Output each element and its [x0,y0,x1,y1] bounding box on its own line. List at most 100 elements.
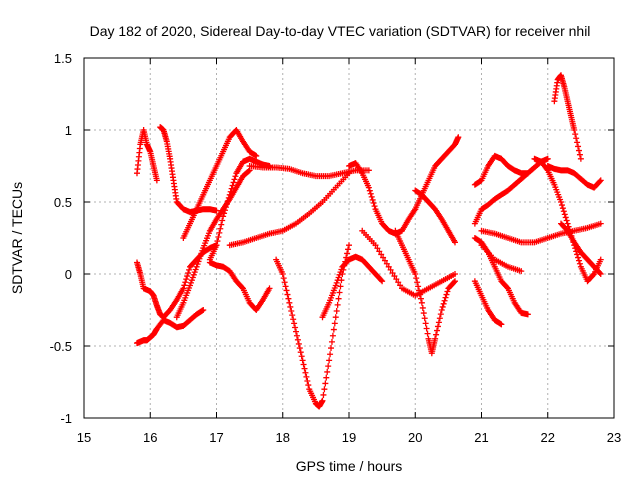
data-point [416,291,423,298]
data-point [282,283,289,290]
data-point [412,271,419,277]
data-point [378,277,385,284]
data-point [381,257,388,264]
series-sat-j [273,242,352,410]
y-tick-label: 0.5 [54,195,72,210]
data-point [194,261,201,268]
data-point [365,167,372,174]
data-point [335,295,342,302]
data-point [372,242,379,249]
y-tick-label: 1 [65,123,72,138]
data-point [336,289,343,296]
data-point [216,229,223,236]
data-point [283,287,290,294]
x-axis-title: GPS time / hours [296,458,403,474]
data-point [230,179,237,186]
data-point [193,263,200,270]
data-point [331,320,338,327]
series-sat-n [359,227,458,299]
data-point [590,272,597,279]
data-point [296,345,303,352]
series-sat-v [478,220,604,246]
data-point [596,178,603,185]
x-tick-label: 23 [607,430,621,445]
data-point [190,271,197,278]
data-point [213,242,220,249]
data-point [418,299,425,306]
data-point [376,248,383,255]
data-point [524,311,531,318]
series-sat-k [226,170,352,249]
data-point [183,276,190,283]
data-point [417,295,424,302]
data-point [383,260,390,267]
data-point [562,214,569,221]
series-sat-aa [558,220,604,277]
data-point [369,196,376,203]
series-sat-h [206,259,273,313]
data-point [284,291,291,298]
data-point [323,374,330,381]
data-point [451,279,458,286]
data-point [321,386,328,393]
data-point [366,187,373,194]
data-point [287,303,294,310]
grid-lines [84,58,614,418]
data-point [328,338,335,345]
data-point [305,382,312,389]
data-point [199,247,206,254]
series-sat-z [544,163,604,191]
data-point [290,316,297,323]
data-point [498,321,505,328]
data-point [299,357,306,364]
data-point [334,301,341,308]
data-point [303,373,310,380]
data-point [337,269,344,276]
x-tick-label: 22 [541,430,555,445]
data-point [435,319,442,326]
data-point [192,266,199,273]
data-point [437,311,444,318]
series-sat-c [134,242,220,321]
data-point [182,279,189,286]
data-point [285,295,292,302]
data-point [225,194,232,201]
data-point [374,245,381,252]
data-point [187,279,194,286]
data-point [443,291,450,298]
data-point [597,271,604,277]
x-tick-label: 21 [474,430,488,445]
data-point [279,271,286,277]
data-point [325,363,332,370]
data-point [281,279,288,286]
data-point [220,213,227,220]
data-point [559,205,566,212]
x-axis: 15 16 17 18 19 20 21 22 23 [77,58,621,445]
x-tick-label: 16 [143,430,157,445]
data-point [597,256,604,263]
data-point [544,155,551,162]
data-point [575,147,582,154]
data-point [346,242,352,249]
data-point [293,328,299,335]
data-point [232,173,239,180]
data-point [575,143,582,150]
data-point [597,220,604,227]
data-point [320,391,327,398]
data-point [335,274,342,281]
data-point [573,135,580,142]
data-point [397,282,404,289]
data-point [441,297,448,304]
data-point [571,127,578,133]
data-point [219,217,226,224]
data-point [518,268,525,275]
data-point [200,307,207,313]
data-point [337,283,344,290]
data-point [416,287,423,294]
data-point [346,170,352,177]
data-point [576,151,583,158]
data-point [221,210,228,217]
data-point [288,308,295,315]
data-point [455,134,462,141]
data-point [387,266,394,273]
